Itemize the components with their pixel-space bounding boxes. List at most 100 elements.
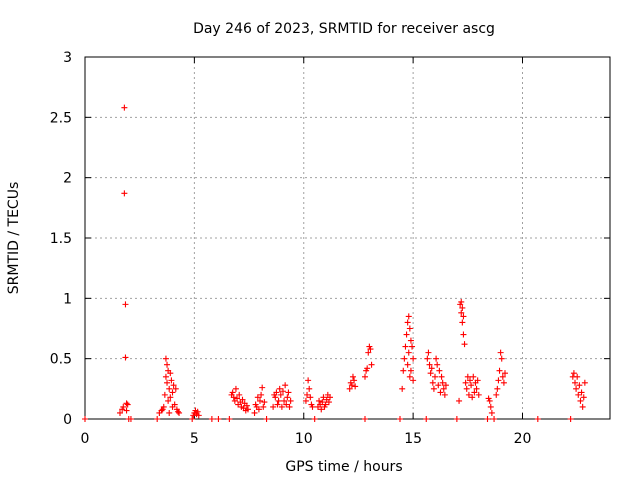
data-point xyxy=(243,402,250,409)
data-point xyxy=(270,403,277,410)
data-point xyxy=(283,401,290,408)
data-point xyxy=(433,355,440,362)
data-point xyxy=(276,385,283,392)
data-point xyxy=(534,416,541,422)
data-point xyxy=(320,394,327,401)
data-point xyxy=(319,399,326,406)
data-point xyxy=(189,416,196,422)
data-point xyxy=(255,406,262,413)
axis-ticks: 0 5 10 15 20 0 0.5 1 1.5 2 2.5 3 xyxy=(50,50,610,447)
data-point xyxy=(123,400,130,407)
data-point xyxy=(257,397,263,404)
data-point xyxy=(456,397,463,404)
data-point xyxy=(467,377,473,384)
data-point xyxy=(460,331,467,338)
data-point xyxy=(497,349,504,356)
data-point xyxy=(316,397,323,404)
data-point xyxy=(473,385,480,392)
data-point xyxy=(124,401,131,408)
data-point xyxy=(362,416,368,422)
data-point xyxy=(162,373,169,380)
data-point xyxy=(464,373,471,380)
data-point xyxy=(436,367,443,374)
data-point xyxy=(351,377,358,384)
data-point xyxy=(174,408,181,415)
data-point xyxy=(154,416,161,422)
data-point xyxy=(404,319,411,326)
data-point xyxy=(401,355,408,362)
data-point xyxy=(165,397,172,404)
data-point xyxy=(459,304,466,311)
data-point xyxy=(460,313,467,320)
data-point xyxy=(496,367,503,374)
y-tick-label: 1 xyxy=(63,291,72,307)
data-point xyxy=(282,382,289,389)
data-point xyxy=(364,365,371,372)
data-point xyxy=(475,391,482,398)
y-tick-label: 2.5 xyxy=(50,110,72,126)
data-point xyxy=(194,408,201,415)
y-tick-label: 3 xyxy=(63,50,72,66)
data-point xyxy=(578,389,585,396)
data-point xyxy=(404,361,411,368)
data-point xyxy=(428,365,435,372)
data-point xyxy=(573,385,580,392)
data-point xyxy=(279,388,286,395)
data-point xyxy=(469,394,476,401)
data-point xyxy=(251,409,258,416)
data-point xyxy=(261,399,268,406)
data-point xyxy=(410,377,417,384)
data-point xyxy=(429,379,436,386)
data-point xyxy=(82,416,88,422)
data-point xyxy=(495,377,502,384)
data-point xyxy=(318,406,325,413)
data-point xyxy=(430,385,437,392)
data-point xyxy=(399,385,406,392)
data-point xyxy=(493,391,500,398)
data-point xyxy=(122,354,129,361)
data-point xyxy=(236,391,243,398)
data-point xyxy=(170,382,177,389)
data-point xyxy=(577,397,584,404)
x-tick-label: 15 xyxy=(404,431,422,447)
data-point xyxy=(281,397,288,404)
data-point xyxy=(259,384,266,391)
data-point xyxy=(458,309,465,316)
y-tick-label: 1.5 xyxy=(50,231,72,247)
data-point xyxy=(491,416,498,422)
data-point xyxy=(424,355,431,362)
data-point xyxy=(574,373,581,380)
data-point xyxy=(284,394,291,401)
data-point xyxy=(278,403,285,410)
data-point xyxy=(239,396,246,403)
data-point xyxy=(304,391,311,398)
data-point xyxy=(158,407,165,414)
data-point xyxy=(171,401,178,408)
data-point xyxy=(365,349,372,356)
data-point xyxy=(426,361,433,368)
data-point xyxy=(470,373,477,380)
data-point xyxy=(465,391,472,398)
data-point xyxy=(567,416,574,422)
y-axis-label: SRMTID / TECUs xyxy=(6,182,22,295)
data-point xyxy=(305,377,312,384)
data-point xyxy=(325,399,332,406)
data-point xyxy=(307,394,314,401)
data-point xyxy=(502,370,508,377)
x-tick-label: 5 xyxy=(190,431,199,447)
data-point xyxy=(405,313,412,320)
data-point xyxy=(474,377,481,384)
data-point xyxy=(322,401,329,408)
data-point xyxy=(169,389,176,396)
data-point xyxy=(234,395,241,402)
data-point xyxy=(168,377,175,384)
data-point xyxy=(258,391,265,398)
data-point xyxy=(121,190,128,197)
data-point xyxy=(162,355,169,362)
data-point xyxy=(581,379,588,386)
data-point xyxy=(403,331,410,338)
data-point xyxy=(215,416,222,422)
data-point xyxy=(164,379,171,386)
x-axis-label: GPS time / hours xyxy=(285,459,402,475)
x-tick-label: 10 xyxy=(295,431,313,447)
